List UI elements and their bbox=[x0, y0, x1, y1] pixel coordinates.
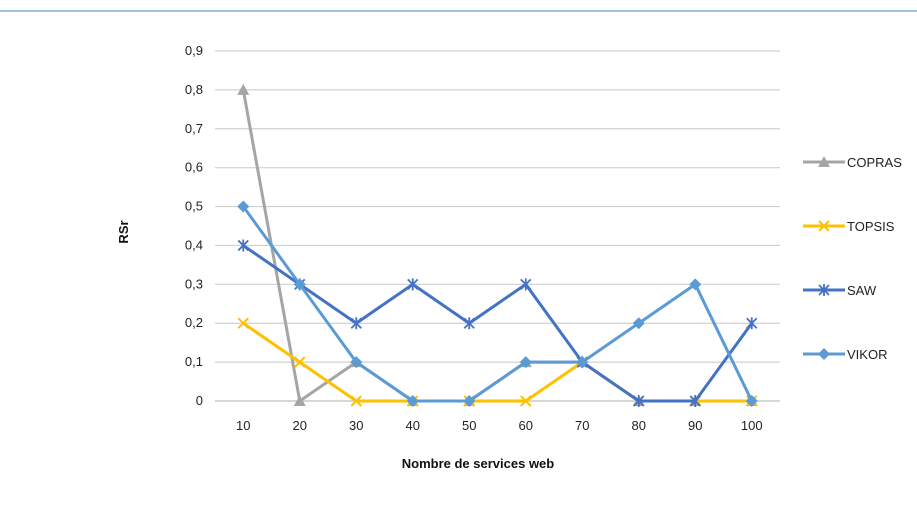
data-point-vikor bbox=[293, 278, 306, 291]
data-point-vikor bbox=[350, 356, 363, 369]
x-tick-label: 50 bbox=[462, 418, 476, 433]
data-point-topsis bbox=[520, 395, 532, 407]
data-point-saw bbox=[237, 239, 249, 252]
y-tick-label: 0,5 bbox=[185, 199, 203, 214]
series-line-vikor bbox=[242, 205, 754, 403]
data-point-saw bbox=[746, 317, 758, 330]
x-axis-ticks: 10 20 30 40 50 60 70 80 90 100 bbox=[236, 418, 763, 433]
y-tick-label: 0,6 bbox=[185, 160, 203, 175]
x-tick-label: 100 bbox=[741, 418, 763, 433]
x-tick-label: 30 bbox=[349, 418, 363, 433]
legend-label-saw: SAW bbox=[847, 283, 877, 298]
x-axis-title: Nombre de services web bbox=[402, 456, 555, 471]
legend-marker-copras bbox=[818, 156, 830, 167]
y-tick-label: 0,9 bbox=[185, 43, 203, 58]
data-point-topsis bbox=[350, 395, 362, 407]
y-tick-label: 0,4 bbox=[185, 237, 203, 252]
legend-item-saw: SAW bbox=[803, 283, 877, 298]
series-line-saw bbox=[242, 244, 753, 403]
y-tick-label: 0 bbox=[196, 393, 203, 408]
y-axis-title: RSr bbox=[116, 220, 131, 243]
data-point-topsis bbox=[294, 356, 306, 368]
data-point-saw bbox=[689, 395, 701, 407]
data-point-saw bbox=[520, 278, 532, 291]
x-tick-label: 40 bbox=[406, 418, 420, 433]
data-point-saw bbox=[350, 317, 362, 330]
y-tick-label: 0,3 bbox=[185, 276, 203, 291]
legend-marker-topsis bbox=[818, 220, 830, 232]
data-point-vikor bbox=[519, 356, 532, 369]
y-tick-label: 0,2 bbox=[185, 315, 203, 330]
legend-label-copras: COPRAS bbox=[847, 155, 902, 170]
x-tick-label: 20 bbox=[293, 418, 307, 433]
data-point-vikor bbox=[689, 278, 702, 291]
data-point-vikor bbox=[406, 395, 419, 407]
data-point-copras bbox=[237, 83, 250, 95]
data-point-topsis bbox=[237, 317, 249, 329]
x-tick-label: 80 bbox=[632, 418, 646, 433]
gridlines bbox=[215, 50, 780, 402]
legend-item-topsis: TOPSIS bbox=[803, 219, 895, 234]
legend-label-vikor: VIKOR bbox=[847, 347, 887, 362]
x-tick-label: 10 bbox=[236, 418, 250, 433]
data-point-vikor bbox=[745, 395, 758, 407]
data-point-vikor bbox=[237, 200, 250, 213]
x-tick-label: 90 bbox=[688, 418, 702, 433]
data-point-saw bbox=[463, 317, 475, 330]
data-point-copras bbox=[293, 395, 306, 406]
y-axis-ticks: 0 0,1 0,2 0,3 0,4 0,5 0,6 0,7 0,8 0,9 bbox=[185, 43, 203, 408]
legend-label-topsis: TOPSIS bbox=[847, 219, 895, 234]
x-tick-label: 70 bbox=[575, 418, 589, 433]
legend-item-vikor: VIKOR bbox=[803, 347, 887, 362]
data-point-vikor bbox=[463, 395, 476, 407]
y-tick-label: 0,7 bbox=[185, 121, 203, 136]
legend-item-copras: COPRAS bbox=[803, 155, 902, 170]
data-point-saw bbox=[633, 395, 645, 407]
data-point-vikor bbox=[632, 317, 645, 330]
plot-area bbox=[237, 83, 758, 407]
legend: COPRAS TOPSIS SAW VIKOR bbox=[803, 155, 902, 362]
data-point-vikor bbox=[576, 356, 589, 369]
data-point-saw bbox=[407, 278, 419, 291]
legend-marker-saw bbox=[818, 284, 830, 296]
top-divider bbox=[0, 10, 917, 12]
x-tick-label: 60 bbox=[519, 418, 533, 433]
legend-marker-vikor bbox=[818, 348, 830, 360]
y-tick-label: 0,8 bbox=[185, 82, 203, 97]
y-tick-label: 0,1 bbox=[185, 354, 203, 369]
